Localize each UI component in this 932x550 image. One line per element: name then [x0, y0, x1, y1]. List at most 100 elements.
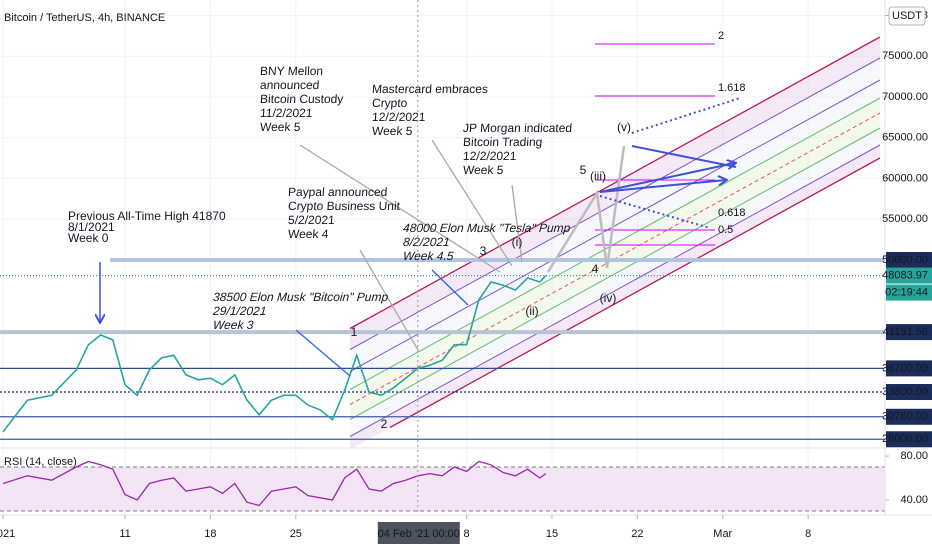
projection-dotted — [599, 195, 711, 229]
chart-title: Bitcoin / TetherUS, 4h, BINANCE — [4, 12, 165, 24]
price-badge-label: 33800.00 — [882, 386, 928, 398]
leader-line — [511, 184, 523, 263]
price-badge-label: 36700.00 — [882, 362, 928, 374]
wave-label: 4 — [592, 262, 599, 276]
pitchfork-zone — [350, 37, 880, 350]
x-tick-label: 8 — [464, 528, 470, 540]
y-tick-label: 75000.00 — [882, 50, 928, 62]
price-badge-label: 48083.97 — [882, 270, 928, 282]
annotation: 12/2/2021 — [372, 110, 427, 124]
annotation: JP Morgan indicated — [463, 121, 573, 135]
currency-box — [888, 6, 926, 26]
price-badge — [886, 431, 932, 448]
currency: USDT — [892, 10, 922, 22]
pitchfork-zone — [350, 128, 880, 437]
wave-label: (v) — [617, 120, 631, 134]
projection-dotted — [631, 97, 741, 134]
fib-label: 2 — [718, 30, 724, 42]
annotation: Mastercard embraces — [372, 82, 489, 96]
annotation: Previous All-Time High 41870 — [68, 209, 226, 223]
annotation: 8/2/2021 — [403, 235, 451, 249]
annotation: BNY Mellon — [260, 64, 324, 78]
price-badge — [886, 360, 932, 377]
annotation: 38500 Elon Musk "Bitcoin" Pump — [213, 290, 389, 304]
wave-path — [546, 145, 626, 273]
y-tick-label: 80.00 — [900, 450, 928, 462]
projection-arrow — [599, 163, 735, 193]
fib-label: 1.618 — [718, 82, 746, 94]
annotation: Bitcoin Trading — [463, 135, 543, 149]
y-tick-label: 65000.00 — [882, 132, 928, 144]
price-badge-label: 41151.56 — [883, 326, 928, 338]
x-tick-label: 18 — [204, 528, 216, 540]
wave-label: 1 — [351, 325, 358, 339]
countdown-badge — [886, 284, 932, 301]
crosshair-badge — [377, 522, 460, 544]
annotation: 11/2/2021 — [260, 106, 314, 120]
annotation: Week 3 — [213, 318, 255, 332]
leader-line — [359, 249, 419, 351]
pitchfork-line — [389, 157, 881, 429]
price-badge — [886, 384, 932, 401]
x-tick-label: 25 — [290, 528, 302, 540]
annotation: Paypal announced — [288, 185, 388, 199]
annotation: Week 4.5 — [403, 249, 455, 263]
rsi-title: RSI (14, close) — [4, 456, 77, 468]
price-line — [2, 275, 547, 433]
annotation: Bitcoin Custody — [260, 92, 344, 106]
fib-label: 0.5 — [718, 224, 733, 236]
wave-label: 3 — [480, 244, 487, 258]
annotation: Week 0 — [68, 231, 109, 245]
leader-line — [431, 139, 513, 267]
price-badge — [886, 251, 932, 268]
y-tick-label: 60000.00 — [882, 172, 928, 184]
projection-arrow — [599, 180, 726, 193]
annotation: 29/1/2021 — [212, 304, 267, 318]
wave-label: (ii) — [525, 304, 538, 318]
x-tick-label: 2021 — [0, 528, 15, 540]
pitchfork-line — [349, 36, 881, 330]
projection-arrow — [631, 145, 737, 168]
rsi-line — [2, 460, 547, 507]
wave-label: (iii) — [590, 169, 606, 183]
x-tick-label: Mar — [713, 528, 732, 540]
price-badge — [886, 267, 932, 284]
price-badge-label: 50000.00 — [882, 254, 928, 266]
annotation: announced — [260, 78, 320, 92]
annotation: Week 5 — [372, 124, 414, 138]
annotation: 12/2/2021 — [463, 149, 518, 163]
x-tick-label: 22 — [631, 528, 643, 540]
pitchfork-zone — [350, 145, 880, 448]
leader-line — [295, 329, 351, 377]
fib-label: 0.618 — [718, 207, 746, 219]
annotation: 5/2/2021 — [288, 213, 336, 227]
price-badge — [886, 324, 932, 341]
pitchfork-line — [349, 127, 881, 420]
x-tick-label: 11 — [119, 528, 130, 540]
annotation: Week 4 — [288, 227, 330, 241]
pitchfork-line — [349, 79, 881, 372]
y-tick-label: 70000.00 — [882, 91, 928, 103]
rsi-band — [0, 467, 885, 512]
pitchfork-line — [349, 144, 881, 437]
x-tick-label: 8 — [805, 528, 811, 540]
wave-label: 2 — [381, 417, 388, 431]
wave-label: (i) — [512, 235, 523, 249]
price-badge-label: 28000.00 — [882, 433, 928, 445]
annotation: Crypto — [372, 96, 409, 110]
pitchfork-zone — [350, 58, 880, 390]
y-tick-label: 55000.00 — [882, 213, 928, 225]
leader-line — [299, 144, 501, 273]
price-badge-label: 30760.00 — [882, 411, 928, 423]
annotation: Week 5 — [260, 120, 302, 134]
countdown: 02:19:44 — [885, 287, 928, 299]
y-tick-label: 40.00 — [900, 494, 928, 506]
annotation: 8/1/2021 — [68, 220, 115, 234]
x-tick-label: 15 — [546, 528, 558, 540]
annotation: Crypto Business Unit — [288, 199, 402, 213]
wave-label: 5 — [580, 163, 587, 177]
pitchfork-line — [349, 97, 881, 390]
annotation: 48000 Elon Musk "Tesla" Pump — [403, 221, 572, 235]
